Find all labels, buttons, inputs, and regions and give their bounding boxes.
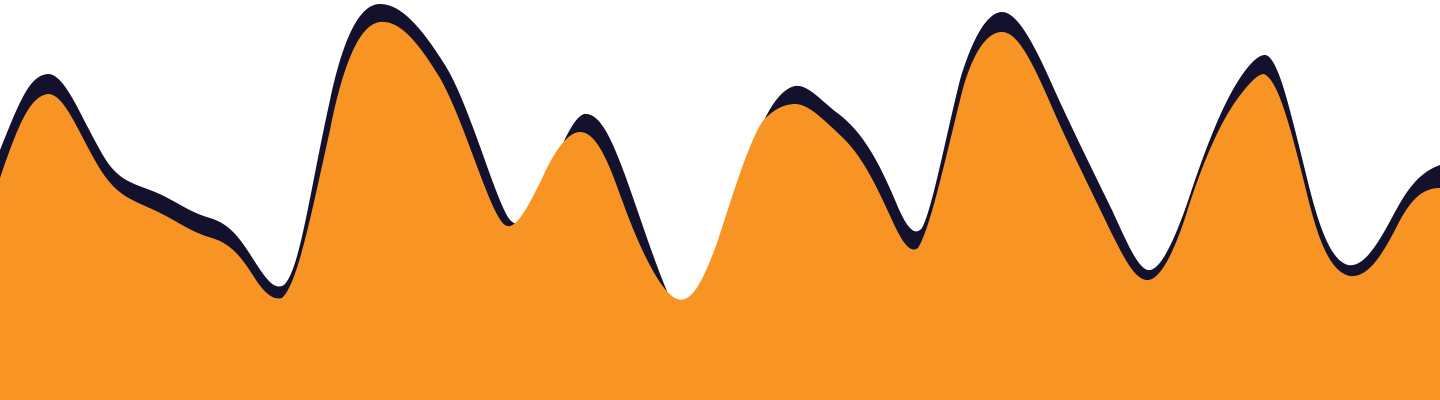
main-wave-layer bbox=[0, 21, 1440, 400]
